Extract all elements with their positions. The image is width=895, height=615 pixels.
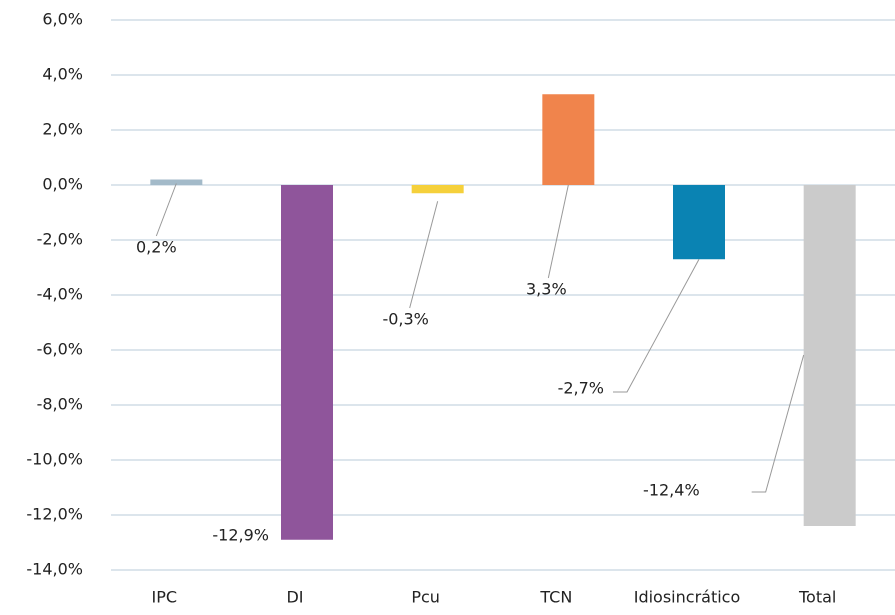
leader-line: [751, 354, 805, 493]
y-tick-label: 2,0%: [42, 120, 83, 139]
bar: [281, 185, 333, 540]
x-tick-label: TCN: [539, 588, 572, 607]
x-tick-label: Idiosincrático: [634, 588, 741, 607]
y-tick-label: 0,0%: [42, 175, 83, 194]
value-label: -12,9%: [212, 526, 269, 545]
y-tick-label: -8,0%: [37, 395, 83, 414]
bar: [411, 185, 464, 194]
y-tick-label: -6,0%: [37, 340, 83, 359]
x-tick-label: Pcu: [411, 588, 440, 607]
value-label: -12,4%: [643, 481, 700, 500]
bar: [542, 94, 595, 185]
value-label: 0,2%: [136, 238, 177, 257]
y-tick-label: -10,0%: [26, 450, 83, 469]
value-label: -2,7%: [558, 379, 604, 398]
x-tick-label: DI: [286, 588, 303, 607]
leader-line: [409, 201, 439, 309]
bar: [673, 185, 725, 260]
y-tick-label: -14,0%: [26, 560, 83, 579]
y-tick-label: 4,0%: [42, 65, 83, 84]
x-tick-label: Total: [798, 588, 836, 607]
y-tick-label: 6,0%: [42, 10, 83, 29]
leader-line: [155, 183, 177, 237]
leader-line: [547, 184, 569, 279]
y-tick-label: -12,0%: [26, 505, 83, 524]
bar: [150, 179, 203, 185]
value-label: -0,3%: [382, 310, 428, 329]
value-label: 3,3%: [526, 280, 567, 299]
leader-line: [613, 259, 700, 393]
y-tick-label: -2,0%: [37, 230, 83, 249]
y-tick-label: -4,0%: [37, 285, 83, 304]
x-tick-label: IPC: [152, 588, 178, 607]
bar: [803, 185, 856, 526]
